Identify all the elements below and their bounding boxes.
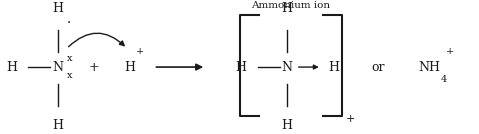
Text: x: x xyxy=(67,54,72,63)
Text: H: H xyxy=(236,61,247,74)
Text: 4: 4 xyxy=(441,75,447,84)
Text: +: + xyxy=(346,114,355,124)
Text: H: H xyxy=(53,2,64,15)
Text: H: H xyxy=(53,119,64,132)
Text: +: + xyxy=(446,47,455,56)
Text: N: N xyxy=(282,61,293,74)
Text: or: or xyxy=(371,61,385,74)
Text: +: + xyxy=(136,47,144,56)
Text: +: + xyxy=(89,61,99,74)
Text: N: N xyxy=(53,61,64,74)
Text: H: H xyxy=(282,119,293,132)
Text: x: x xyxy=(67,71,72,80)
Text: Ammonium ion: Ammonium ion xyxy=(251,1,331,10)
Text: NH: NH xyxy=(419,61,441,74)
Text: H: H xyxy=(124,61,135,74)
Text: H: H xyxy=(328,61,339,74)
Text: H: H xyxy=(6,61,17,74)
Text: H: H xyxy=(282,2,293,15)
Text: .: . xyxy=(67,12,71,26)
